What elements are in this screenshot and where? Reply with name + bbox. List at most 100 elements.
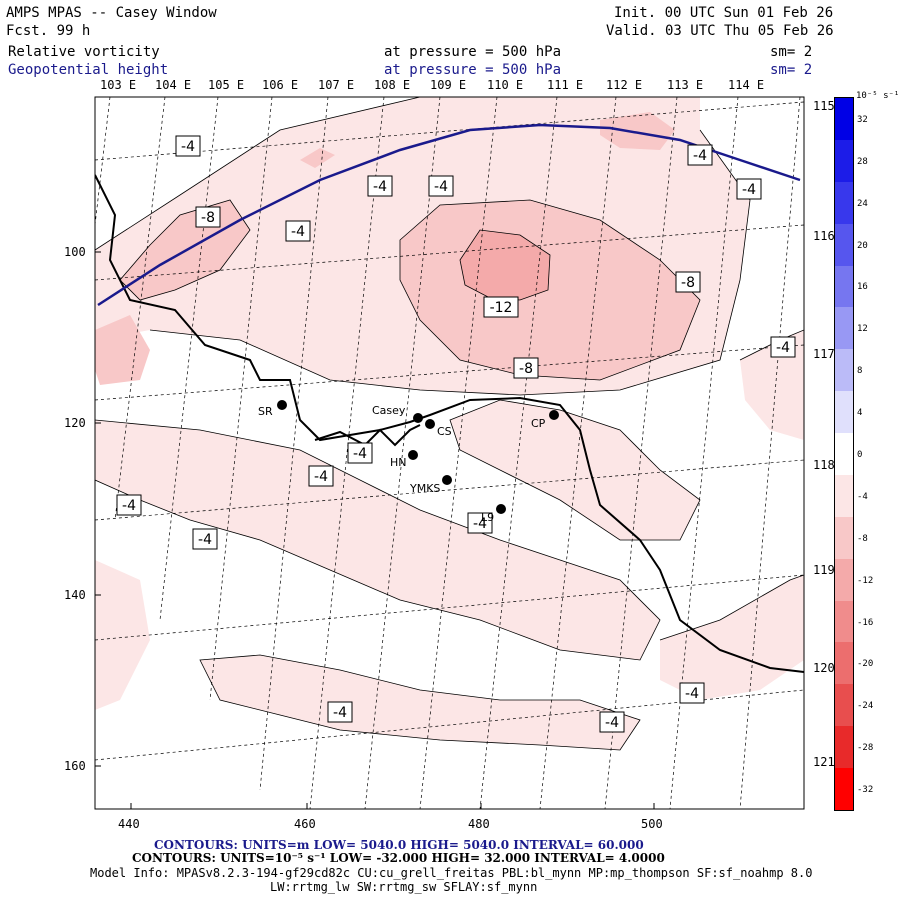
map-title: AMPS MPAS -- Casey Window xyxy=(6,5,217,21)
plot-frame xyxy=(94,96,805,810)
color-bar-label: 16 xyxy=(857,282,868,293)
color-bar-label: 4 xyxy=(857,408,863,419)
contour-label: -4 xyxy=(736,178,762,200)
color-bar-label: -28 xyxy=(857,743,874,754)
svg-text:-4: -4 xyxy=(198,532,212,548)
color-bar-label: 32 xyxy=(857,114,868,125)
svg-text:-4: -4 xyxy=(122,498,136,514)
svg-text:-4: -4 xyxy=(693,148,707,164)
color-bar-label: 0 xyxy=(857,450,863,460)
lon-label-top: 109 E xyxy=(430,78,467,92)
field1-name: Relative vorticity xyxy=(8,44,160,60)
vorticity-contours xyxy=(95,97,804,751)
svg-text:L9: L9 xyxy=(481,511,494,524)
coastline xyxy=(95,174,804,673)
svg-text:-4: -4 xyxy=(333,705,347,721)
color-bar-cell xyxy=(835,98,853,141)
color-bar-label: -32 xyxy=(857,785,874,796)
x-tick-label: 440 xyxy=(118,817,140,831)
contour-label: -4 xyxy=(687,144,713,166)
contour-label: -8 xyxy=(675,271,701,293)
lon-label-top: 113 E xyxy=(667,78,704,92)
coast-inlet xyxy=(314,424,421,447)
field1-level: at pressure = 500 hPa xyxy=(384,44,562,60)
y-tick-label: 160 xyxy=(64,759,86,773)
contour-label: -4 xyxy=(599,711,625,733)
color-bar-cell xyxy=(835,139,853,183)
color-bar-label: -12 xyxy=(857,575,874,586)
contour-label: -4 xyxy=(679,682,705,704)
station-marker: SR xyxy=(258,400,287,418)
contour-label: -4 xyxy=(347,442,373,464)
color-bar-label: 24 xyxy=(857,198,868,209)
init-time: Init. 00 UTC Sun 01 Feb 26 xyxy=(614,5,834,21)
color-bar-label: -24 xyxy=(857,701,874,712)
contour-label: -4 xyxy=(327,701,353,723)
svg-text:-4: -4 xyxy=(742,182,756,198)
svg-text:YMKS: YMKS xyxy=(409,482,440,495)
lon-label-top: 111 E xyxy=(547,78,584,92)
contours-info-height: CONTOURS: UNITS=m LOW= 5040.0 HIGH= 5040… xyxy=(154,838,644,852)
svg-text:-4: -4 xyxy=(314,469,328,485)
color-bar-cell xyxy=(835,642,853,685)
station-marker: L9 xyxy=(481,504,506,524)
contour-label: -4 xyxy=(367,175,393,197)
lon-label-top: 103 E xyxy=(100,78,137,92)
color-bar-label: -20 xyxy=(857,659,874,670)
contour-label: -8 xyxy=(513,357,539,379)
field2-smoothing: sm= 2 xyxy=(770,62,813,78)
vorticity-shading xyxy=(95,97,804,750)
svg-text:-4: -4 xyxy=(776,340,790,356)
color-bar-cell xyxy=(835,181,853,225)
y-tick-label: 120 xyxy=(64,416,86,430)
lon-label-top: 112 E xyxy=(606,78,643,92)
color-bar-label: -8 xyxy=(857,533,868,544)
contour-label: -8 xyxy=(195,206,221,228)
color-bar-cell xyxy=(835,265,853,308)
valid-time: Valid. 03 UTC Thu 05 Feb 26 xyxy=(606,23,834,39)
lon-label-top: 105 E xyxy=(208,78,245,92)
contour-label: -4 xyxy=(770,336,796,358)
x-tick-label: 480 xyxy=(468,817,490,831)
svg-text:SR: SR xyxy=(258,405,273,418)
color-bar-cell xyxy=(835,433,853,476)
svg-text:-8: -8 xyxy=(519,361,533,377)
svg-text:-8: -8 xyxy=(681,275,695,291)
contour-label: -4 xyxy=(308,465,334,487)
field2-name: Geopotential height xyxy=(8,62,169,78)
color-bar-cell xyxy=(835,391,853,434)
lon-label-top: 110 E xyxy=(487,78,524,92)
color-bar-cell xyxy=(835,474,853,518)
station-marker: CP xyxy=(531,410,559,430)
svg-text:-4: -4 xyxy=(353,446,367,462)
station-marker: CS xyxy=(425,419,452,438)
contours-info-vorticity: CONTOURS: UNITS=10⁻⁵ s⁻¹ LOW= -32.000 HI… xyxy=(132,851,665,865)
color-bar-cell xyxy=(835,307,853,350)
color-bar-label: 28 xyxy=(857,156,868,167)
svg-text:-4: -4 xyxy=(373,179,387,195)
contour-label: -4 xyxy=(428,175,454,197)
color-bar-cell xyxy=(835,516,853,560)
lon-label-top: 107 E xyxy=(318,78,355,92)
color-bar-label: -4 xyxy=(857,491,868,502)
lon-label-top: 108 E xyxy=(374,78,411,92)
y-tick-label: 100 xyxy=(64,245,86,259)
model-info-physics: LW:rrtmg_lw SW:rrtmg_sw SFLAY:sf_mynn xyxy=(270,880,538,894)
color-bar-cell xyxy=(835,349,853,392)
color-bar xyxy=(834,97,854,811)
station-marker: Casey xyxy=(372,404,423,423)
color-bar-label: 20 xyxy=(857,240,868,251)
model-info: Model Info: MPASv8.2.3-194-gf29cd82c CU:… xyxy=(90,866,813,880)
contour-label: -12 xyxy=(483,296,519,318)
svg-text:-4: -4 xyxy=(434,179,448,195)
color-bar-cells xyxy=(835,98,853,811)
lon-label-top: 106 E xyxy=(262,78,299,92)
svg-text:-4: -4 xyxy=(291,224,305,240)
svg-text:CP: CP xyxy=(531,417,546,430)
contour-label: -4 xyxy=(285,220,311,242)
field1-smoothing: sm= 2 xyxy=(770,44,813,60)
svg-text:CS: CS xyxy=(437,425,452,438)
svg-text:-12: -12 xyxy=(490,300,513,316)
color-bar-cell xyxy=(835,223,853,267)
